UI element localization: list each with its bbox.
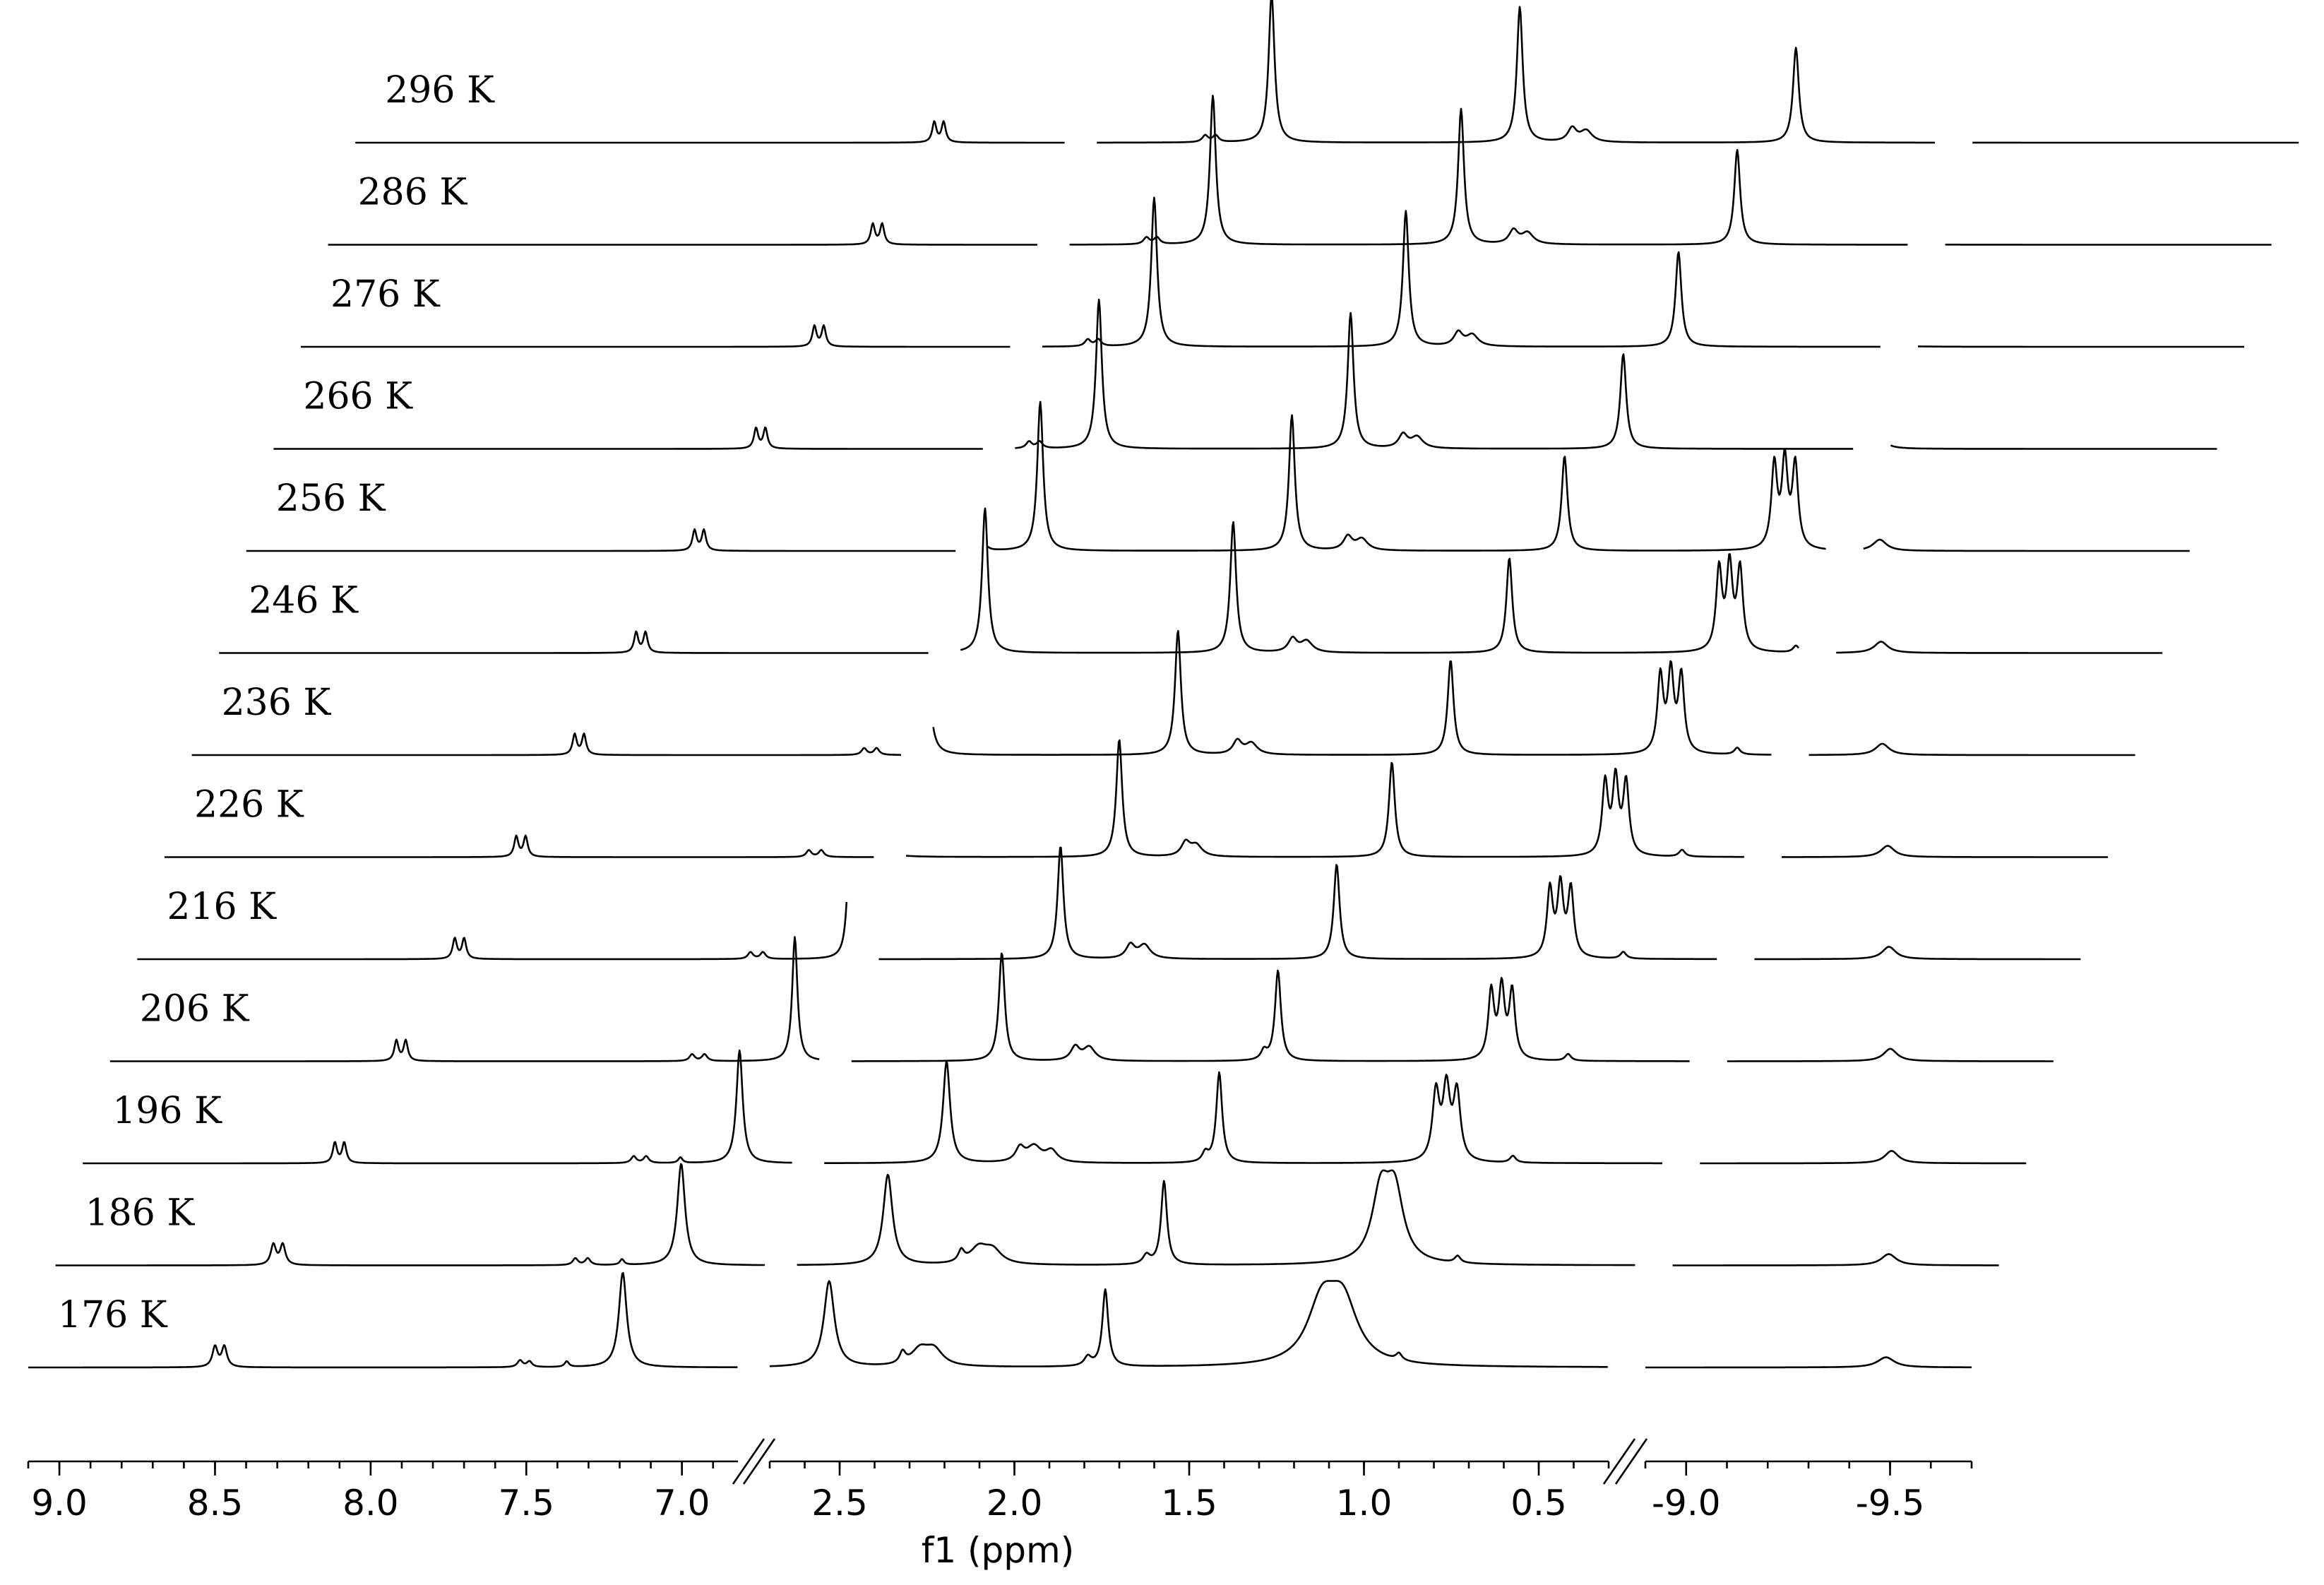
spectrum-trace: [137, 848, 2080, 959]
x-tick-label: 1.0: [1336, 1483, 1393, 1524]
temperature-label: 206 K: [140, 988, 250, 1031]
temperature-label: 266 K: [303, 376, 413, 418]
spectrum-segment: [165, 836, 874, 857]
temperature-label: 216 K: [167, 886, 277, 928]
spectrum-trace: [83, 1050, 2026, 1163]
spectrum-segment: [1645, 1358, 1972, 1367]
temperature-label: 296 K: [385, 69, 495, 112]
x-tick-label: 2.0: [987, 1483, 1043, 1524]
spectrum-segment: [824, 1062, 1662, 1163]
spectrum-segment: [960, 509, 1799, 653]
x-tick-label: 0.5: [1510, 1483, 1567, 1524]
spectrum-segment: [1673, 1254, 1999, 1266]
x-axis-title: f1 (ppm): [922, 1530, 1075, 1571]
spectrum-segment: [273, 427, 982, 449]
spectrum-segment: [1809, 744, 2135, 755]
spectrum-trace: [56, 1164, 1999, 1266]
spectrum-segment: [328, 223, 1037, 245]
x-tick-label: 7.5: [498, 1483, 554, 1524]
spectrum-segment: [1782, 846, 2108, 857]
spectrum-segment: [878, 848, 1717, 959]
x-tick-label: 8.5: [187, 1483, 244, 1524]
spectrum-trace: [192, 631, 2135, 755]
x-axis: 9.0 8.5 8.0 7.5 7.0 2.5 2.0 1.5 1.0 0.5 -9.0 -9.5: [28, 1439, 1972, 1524]
temperature-labels: 176 K 186 K 196 K 206 K 216 K 226 K 236 K 246 K…: [58, 69, 495, 1336]
spectrum-segment: [1918, 346, 2244, 347]
spectrum-segment: [1042, 198, 1881, 347]
x-tick-label: 2.5: [811, 1483, 868, 1524]
spectrum-trace: [273, 299, 2217, 449]
temperature-label: 196 K: [112, 1090, 222, 1132]
temperature-label: 276 K: [330, 273, 441, 316]
spectrum-segment: [192, 733, 901, 755]
spectrum-trace: [219, 509, 2162, 653]
spectrum-segment: [219, 631, 928, 653]
spectrum-segment: [1700, 1151, 2026, 1163]
spectrum-segment: [1015, 299, 1853, 449]
spectrum-segment: [1890, 446, 2217, 449]
spectrum-segment: [301, 325, 1010, 347]
spectrum-segment: [906, 740, 1744, 857]
x-tick-label: 7.0: [654, 1483, 710, 1524]
spectrum-segment: [852, 954, 1690, 1062]
x-tick-label: -9.5: [1856, 1483, 1925, 1524]
spectrum-segment: [355, 121, 1064, 143]
temperature-label: 246 K: [249, 580, 359, 622]
spectrum-segment: [1836, 642, 2162, 653]
spectrum-segment: [1727, 1049, 2054, 1062]
temperature-label: 256 K: [276, 477, 386, 520]
x-tick-label: 1.5: [1161, 1483, 1217, 1524]
temperature-label: 286 K: [358, 172, 468, 214]
x-tick-label: -9.0: [1652, 1483, 1721, 1524]
spectrum-segment: [988, 402, 1826, 551]
spectrum-segment: [1754, 946, 2080, 959]
spectrum-segment: [1070, 95, 1908, 244]
x-tick-label: 8.0: [342, 1483, 399, 1524]
spectrum-segment: [1864, 540, 2190, 551]
temperature-label: 176 K: [58, 1294, 168, 1336]
spectrum-segment: [246, 529, 955, 551]
spectrum-trace: [165, 740, 2108, 857]
spectrum-trace: [28, 1273, 1972, 1367]
spectrum-trace: [301, 198, 2244, 347]
axis-break-mark: [1616, 1439, 1647, 1484]
spectrum-segment: [1097, 0, 1935, 143]
spectrum-segment: [934, 631, 1772, 754]
temperature-label: 236 K: [222, 682, 332, 724]
spectrum-trace: [355, 0, 2299, 143]
temperature-label: 226 K: [194, 784, 304, 826]
x-tick-label: 9.0: [31, 1483, 88, 1524]
spectrum-segment: [797, 1170, 1635, 1265]
temperature-label: 186 K: [85, 1192, 196, 1235]
spectrum-trace: [328, 95, 2272, 244]
spectrum-trace: [246, 402, 2190, 551]
spectrum-segment: [770, 1281, 1608, 1367]
